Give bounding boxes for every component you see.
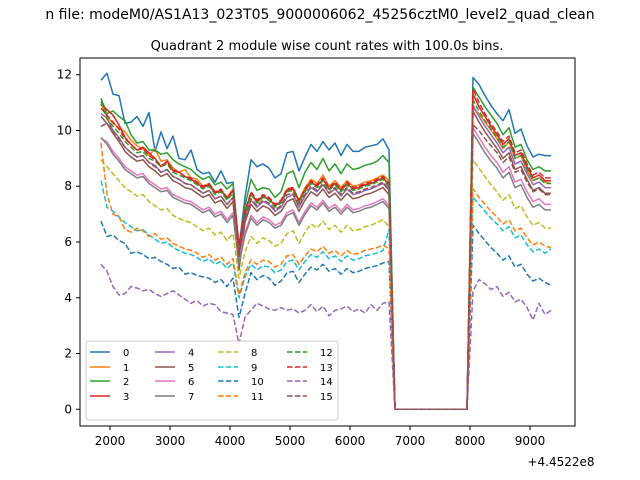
x-tick-label: 6000 [335,434,366,448]
x-offset-label: +4.4522e8 [527,455,594,469]
series-line-9 [100,180,552,411]
legend-label-8: 8 [251,348,257,359]
series-line-10 [100,220,552,411]
y-axis: 0 2 4 6 8 10 12 [57,68,80,416]
legend-label-2: 2 [123,377,129,388]
y-tick-label: 4 [64,291,72,305]
series-line-7 [100,132,551,411]
y-tick-label: 6 [64,235,72,249]
series-line-12 [100,99,551,411]
series-line-14 [100,263,552,411]
series-line-5 [100,110,551,411]
y-tick-label: 2 [64,347,72,361]
x-tick-label: 7000 [395,434,426,448]
x-tick-label: 4000 [215,434,246,448]
x-tick-label: 3000 [155,434,186,448]
legend-label-3: 3 [123,392,129,403]
series-line-8 [100,159,551,411]
y-tick-label: 8 [64,179,72,193]
legend-label-14: 14 [320,377,333,388]
legend-box [85,340,339,421]
x-tick-label: 9000 [515,434,546,448]
legend-label-6: 6 [188,377,194,388]
legend-label-0: 0 [123,348,129,359]
legend-label-9: 9 [251,363,257,374]
legend-label-12: 12 [320,348,333,359]
chart-suptitle: n file: modeM0/AS1A13_023T05_9000006062_… [45,7,594,23]
legend-label-1: 1 [123,363,129,374]
series-line-6 [100,126,551,411]
y-tick-label: 0 [64,402,72,416]
series-line-0 [100,72,551,411]
series-line-13 [100,87,551,411]
legend-label-15: 15 [320,392,333,403]
series-line-11 [100,142,552,411]
x-axis: 2000 3000 4000 5000 6000 7000 8000 9000 [95,426,546,448]
series-layer [100,72,552,411]
legend-label-7: 7 [188,392,194,403]
chart-title: Quadrant 2 module wise count rates with … [151,39,504,54]
legend-label-13: 13 [320,363,333,374]
series-line-15 [100,122,551,411]
legend-label-11: 11 [251,392,264,403]
legend-label-5: 5 [188,363,194,374]
legend-label-4: 4 [188,348,194,359]
x-tick-label: 2000 [95,434,126,448]
legend-label-10: 10 [251,377,264,388]
y-tick-label: 10 [57,123,72,137]
x-tick-label: 8000 [455,434,486,448]
series-line-2 [100,86,551,411]
x-tick-label: 5000 [275,434,306,448]
y-tick-label: 12 [57,68,72,82]
